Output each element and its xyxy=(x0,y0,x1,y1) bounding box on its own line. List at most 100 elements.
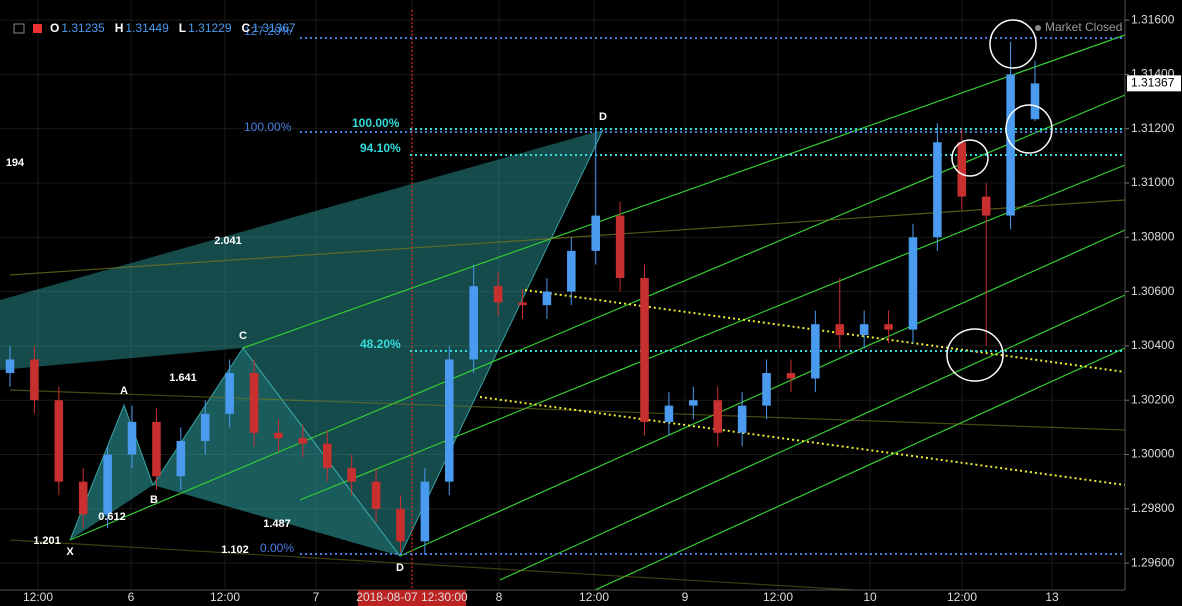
y-tick-label: 1.31600 xyxy=(1131,12,1175,26)
y-tick-label: 1.29600 xyxy=(1131,555,1175,569)
x-tick-label: 2018-08-07 12:30:00 xyxy=(356,590,468,604)
x-tick-label: 12:00 xyxy=(947,590,977,604)
pattern-fill xyxy=(0,130,603,556)
circle xyxy=(946,328,1004,382)
pattern-point: A xyxy=(120,385,128,397)
candle-body xyxy=(200,413,210,441)
candle-body xyxy=(689,400,698,406)
y-tick-label: 1.30800 xyxy=(1131,229,1175,243)
pattern-fill xyxy=(153,348,400,556)
fib-label: 48.20% xyxy=(360,337,401,351)
annotations xyxy=(946,19,1053,382)
ohlc-key: C xyxy=(242,21,251,35)
pattern-line xyxy=(69,129,604,557)
candle-body xyxy=(274,432,283,439)
candle-body xyxy=(981,196,991,216)
x-tick-label: 8 xyxy=(496,590,503,604)
candle-body xyxy=(859,324,869,336)
candle-body xyxy=(737,405,747,433)
channel-line xyxy=(9,389,1126,431)
candle-body xyxy=(567,250,576,292)
x-tick-label: 12:00 xyxy=(210,590,240,604)
fib-label: 127.20% xyxy=(244,24,292,38)
candle-body xyxy=(5,359,15,374)
candle-body xyxy=(713,400,723,433)
icon xyxy=(33,24,42,33)
channel-line xyxy=(69,94,1126,541)
header: O 1.31235 H 1.31449 L 1.31229 C 1.31367 Market … xyxy=(13,20,1122,35)
candle-body xyxy=(152,421,161,477)
candle-body xyxy=(54,400,64,482)
pattern-point: X xyxy=(66,546,74,558)
candle-body xyxy=(884,324,893,330)
candle-body xyxy=(493,286,503,303)
y-tick-label: 1.30200 xyxy=(1131,392,1175,406)
candles xyxy=(5,41,1040,555)
ohlc-value: 1.31235 xyxy=(61,21,105,35)
channel-line xyxy=(299,164,1126,501)
ratio-label: 1.487 xyxy=(263,518,291,530)
candle-body xyxy=(127,421,137,455)
candle-body xyxy=(1006,74,1015,216)
candle-body xyxy=(249,373,259,433)
time-axis xyxy=(0,590,1125,606)
ohlc-key: H xyxy=(115,21,124,35)
candle-body xyxy=(640,278,649,422)
x-tick-label: 12:00 xyxy=(763,590,793,604)
channel-line xyxy=(559,347,1126,606)
candle-body xyxy=(762,373,771,406)
pattern-point: B xyxy=(150,494,158,506)
candle-body xyxy=(835,324,845,336)
candle-body xyxy=(30,359,39,401)
candle-body xyxy=(445,359,454,482)
status-dot xyxy=(1035,25,1041,31)
candle-body xyxy=(103,454,112,515)
candle-body xyxy=(176,440,186,477)
pattern-point: D xyxy=(396,562,404,574)
candle-body xyxy=(591,215,600,251)
candle-body xyxy=(371,481,381,509)
channel-line xyxy=(499,294,1126,581)
candle-body xyxy=(664,405,674,422)
channel-line xyxy=(242,34,1126,349)
candle-body xyxy=(469,286,478,360)
candle-body xyxy=(1030,83,1040,120)
y-tick-label: 1.30000 xyxy=(1131,447,1175,461)
candle-body xyxy=(957,142,967,197)
candle-body xyxy=(908,237,918,330)
circle xyxy=(951,139,989,177)
x-tick-label: 13 xyxy=(1045,590,1059,604)
candle-body xyxy=(615,215,625,279)
pattern-point: C xyxy=(239,330,247,342)
y-tick-label: 1.31200 xyxy=(1131,121,1175,135)
ohlc-key: L xyxy=(179,21,186,35)
axes: 1.316001.314001.312001.310001.308001.306… xyxy=(23,12,1181,606)
fib-label: 94.10% xyxy=(360,141,401,155)
ohlc-key: O xyxy=(50,21,59,35)
x-tick-label: 10 xyxy=(863,590,877,604)
time-highlight xyxy=(358,590,466,606)
candle-body xyxy=(322,443,332,469)
median-line xyxy=(479,396,1126,486)
candle-body xyxy=(347,468,356,482)
candle-body xyxy=(933,142,942,238)
price-tag-label: 1.31367 xyxy=(1131,76,1175,90)
ratio-label: 1.102 xyxy=(221,544,249,556)
price-tag xyxy=(1127,75,1181,92)
fib-label: 100.00% xyxy=(352,116,400,130)
ohlc-value: 1.31229 xyxy=(188,21,232,35)
circle xyxy=(989,19,1037,69)
pattern-point: D xyxy=(599,111,607,123)
candle-body xyxy=(78,481,88,515)
candle-body xyxy=(396,508,405,542)
candle-body xyxy=(786,373,796,379)
ratio-label: 194 xyxy=(6,157,25,169)
x-tick-label: 6 xyxy=(128,590,135,604)
fib-label: 100.00% xyxy=(244,120,292,134)
x-tick-label: 12:00 xyxy=(579,590,609,604)
ohlc-value: 1.31367 xyxy=(252,21,296,35)
candle-body xyxy=(518,302,527,306)
candle-body xyxy=(811,324,820,379)
